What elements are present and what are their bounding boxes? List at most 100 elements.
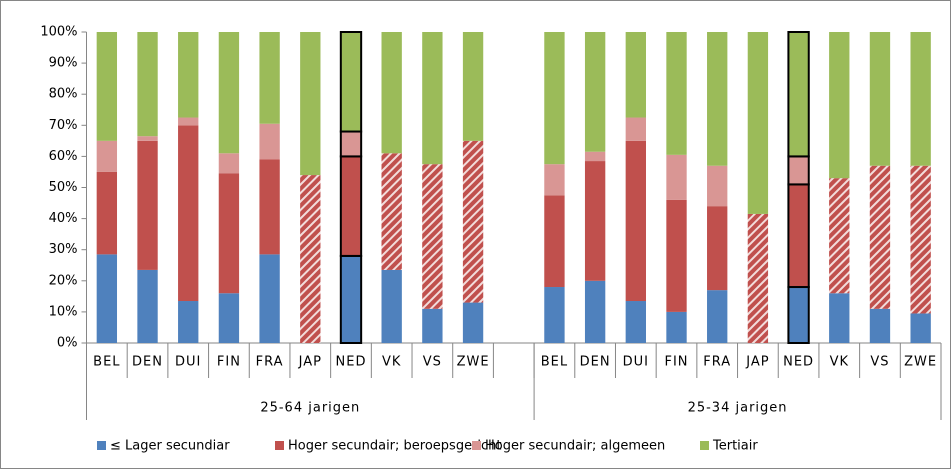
bar-segment (707, 290, 728, 343)
bar-segment (584, 151, 606, 162)
bar-segment (218, 173, 240, 294)
bar-segment (137, 140, 158, 270)
bar-segment (178, 117, 199, 126)
x-tick-label: FIN (664, 355, 688, 370)
bar-segment (707, 165, 728, 207)
group-label: 25-34 jarigen (688, 401, 788, 416)
bar-segment (910, 165, 931, 314)
y-tick-label: 80% (49, 87, 78, 102)
bar-segment (910, 32, 931, 166)
x-tick-label: JAP (298, 355, 322, 370)
bar-segment (178, 301, 199, 343)
bar-segment (381, 153, 402, 270)
bar-segment (218, 153, 240, 174)
bar-segment (625, 32, 646, 118)
bar-segment (339, 155, 363, 257)
bar-segment (544, 164, 565, 196)
bar-segment (869, 165, 891, 309)
legend-label: ≤ Lager secundiar (110, 439, 230, 454)
bar-segment (381, 32, 402, 154)
y-tick-label: 20% (49, 273, 78, 288)
bar-segment (178, 32, 199, 118)
bar-segment (869, 308, 891, 343)
x-tick-label: JAP (745, 355, 769, 370)
legend-swatch (472, 441, 481, 450)
bar-segment (544, 287, 565, 343)
legend-label: Hoger secundair; algemeen (485, 439, 665, 454)
bar-segment (339, 130, 363, 158)
bar-segment (625, 140, 646, 302)
bar-segment (747, 213, 769, 343)
bar-segment (787, 155, 810, 186)
bar-segment (422, 308, 443, 343)
x-tick-label: VK (382, 355, 401, 370)
bar-segment (259, 32, 280, 124)
bar-segment (462, 140, 484, 303)
x-tick-label: FRA (256, 355, 284, 370)
y-tick-label: 90% (49, 56, 78, 71)
bar-segment (422, 32, 443, 165)
x-tick-label: DEN (132, 355, 163, 370)
bar-segment (544, 32, 565, 165)
bar-segment (829, 178, 850, 294)
bar-segment (178, 125, 199, 302)
x-tick-label: VK (830, 355, 849, 370)
bar-segment (787, 286, 810, 344)
bar-segment (462, 302, 484, 343)
y-tick-label: 100% (40, 25, 77, 40)
bar-segment (625, 117, 646, 141)
bar-segment (666, 32, 687, 155)
legend-swatch (700, 441, 709, 450)
bar-segment (96, 32, 118, 141)
legend-swatch (275, 441, 284, 450)
y-tick-label: 70% (49, 118, 78, 133)
bar-segment (910, 313, 931, 343)
x-tick-label: DEN (580, 355, 611, 370)
x-tick-label: BEL (93, 355, 120, 370)
bar-segment (137, 32, 158, 137)
x-tick-label: NED (336, 355, 367, 370)
bar-segment (584, 32, 606, 152)
y-tick-label: 10% (49, 304, 78, 319)
bar-segment (218, 32, 240, 154)
bar-segment (300, 175, 321, 343)
x-tick-label: VS (870, 355, 889, 370)
x-tick-label: DUI (175, 355, 201, 370)
bar-segment (829, 32, 850, 179)
x-tick-label: VS (423, 355, 442, 370)
legend-label: Hoger secundair; beroepsgericht (288, 439, 502, 454)
legend-label: Tertiair (712, 439, 758, 454)
bar-segment (218, 293, 240, 343)
bar-segment (544, 195, 565, 288)
x-tick-label: ZWE (457, 355, 490, 370)
bar-segment (339, 31, 363, 133)
y-tick-label: 30% (49, 242, 78, 257)
bar-segment (584, 280, 606, 343)
y-tick-label: 60% (49, 149, 78, 164)
x-tick-label: NED (783, 355, 814, 370)
bar-segment (747, 32, 769, 214)
x-tick-label: BEL (541, 355, 568, 370)
bar-segment (381, 269, 402, 343)
bar-segment (584, 161, 606, 281)
x-tick-label: ZWE (904, 355, 937, 370)
bar-segment (625, 301, 646, 343)
bar-segment (259, 254, 280, 343)
bar-segment (666, 199, 687, 312)
bar-segment (869, 32, 891, 166)
bar-segment (259, 159, 280, 255)
x-tick-label: FRA (703, 355, 731, 370)
y-tick-label: 0% (57, 336, 78, 351)
bar-segment (707, 206, 728, 291)
bar-segment (137, 136, 158, 141)
bar-segment (462, 32, 484, 141)
bar-segment (96, 254, 118, 343)
bar-segment (707, 32, 728, 166)
y-tick-label: 40% (49, 211, 78, 226)
bar-segment (259, 123, 280, 160)
bar-segment (96, 171, 118, 255)
bar-segment (422, 164, 443, 309)
bar-segment (829, 293, 850, 343)
group-label: 25-64 jarigen (260, 401, 360, 416)
